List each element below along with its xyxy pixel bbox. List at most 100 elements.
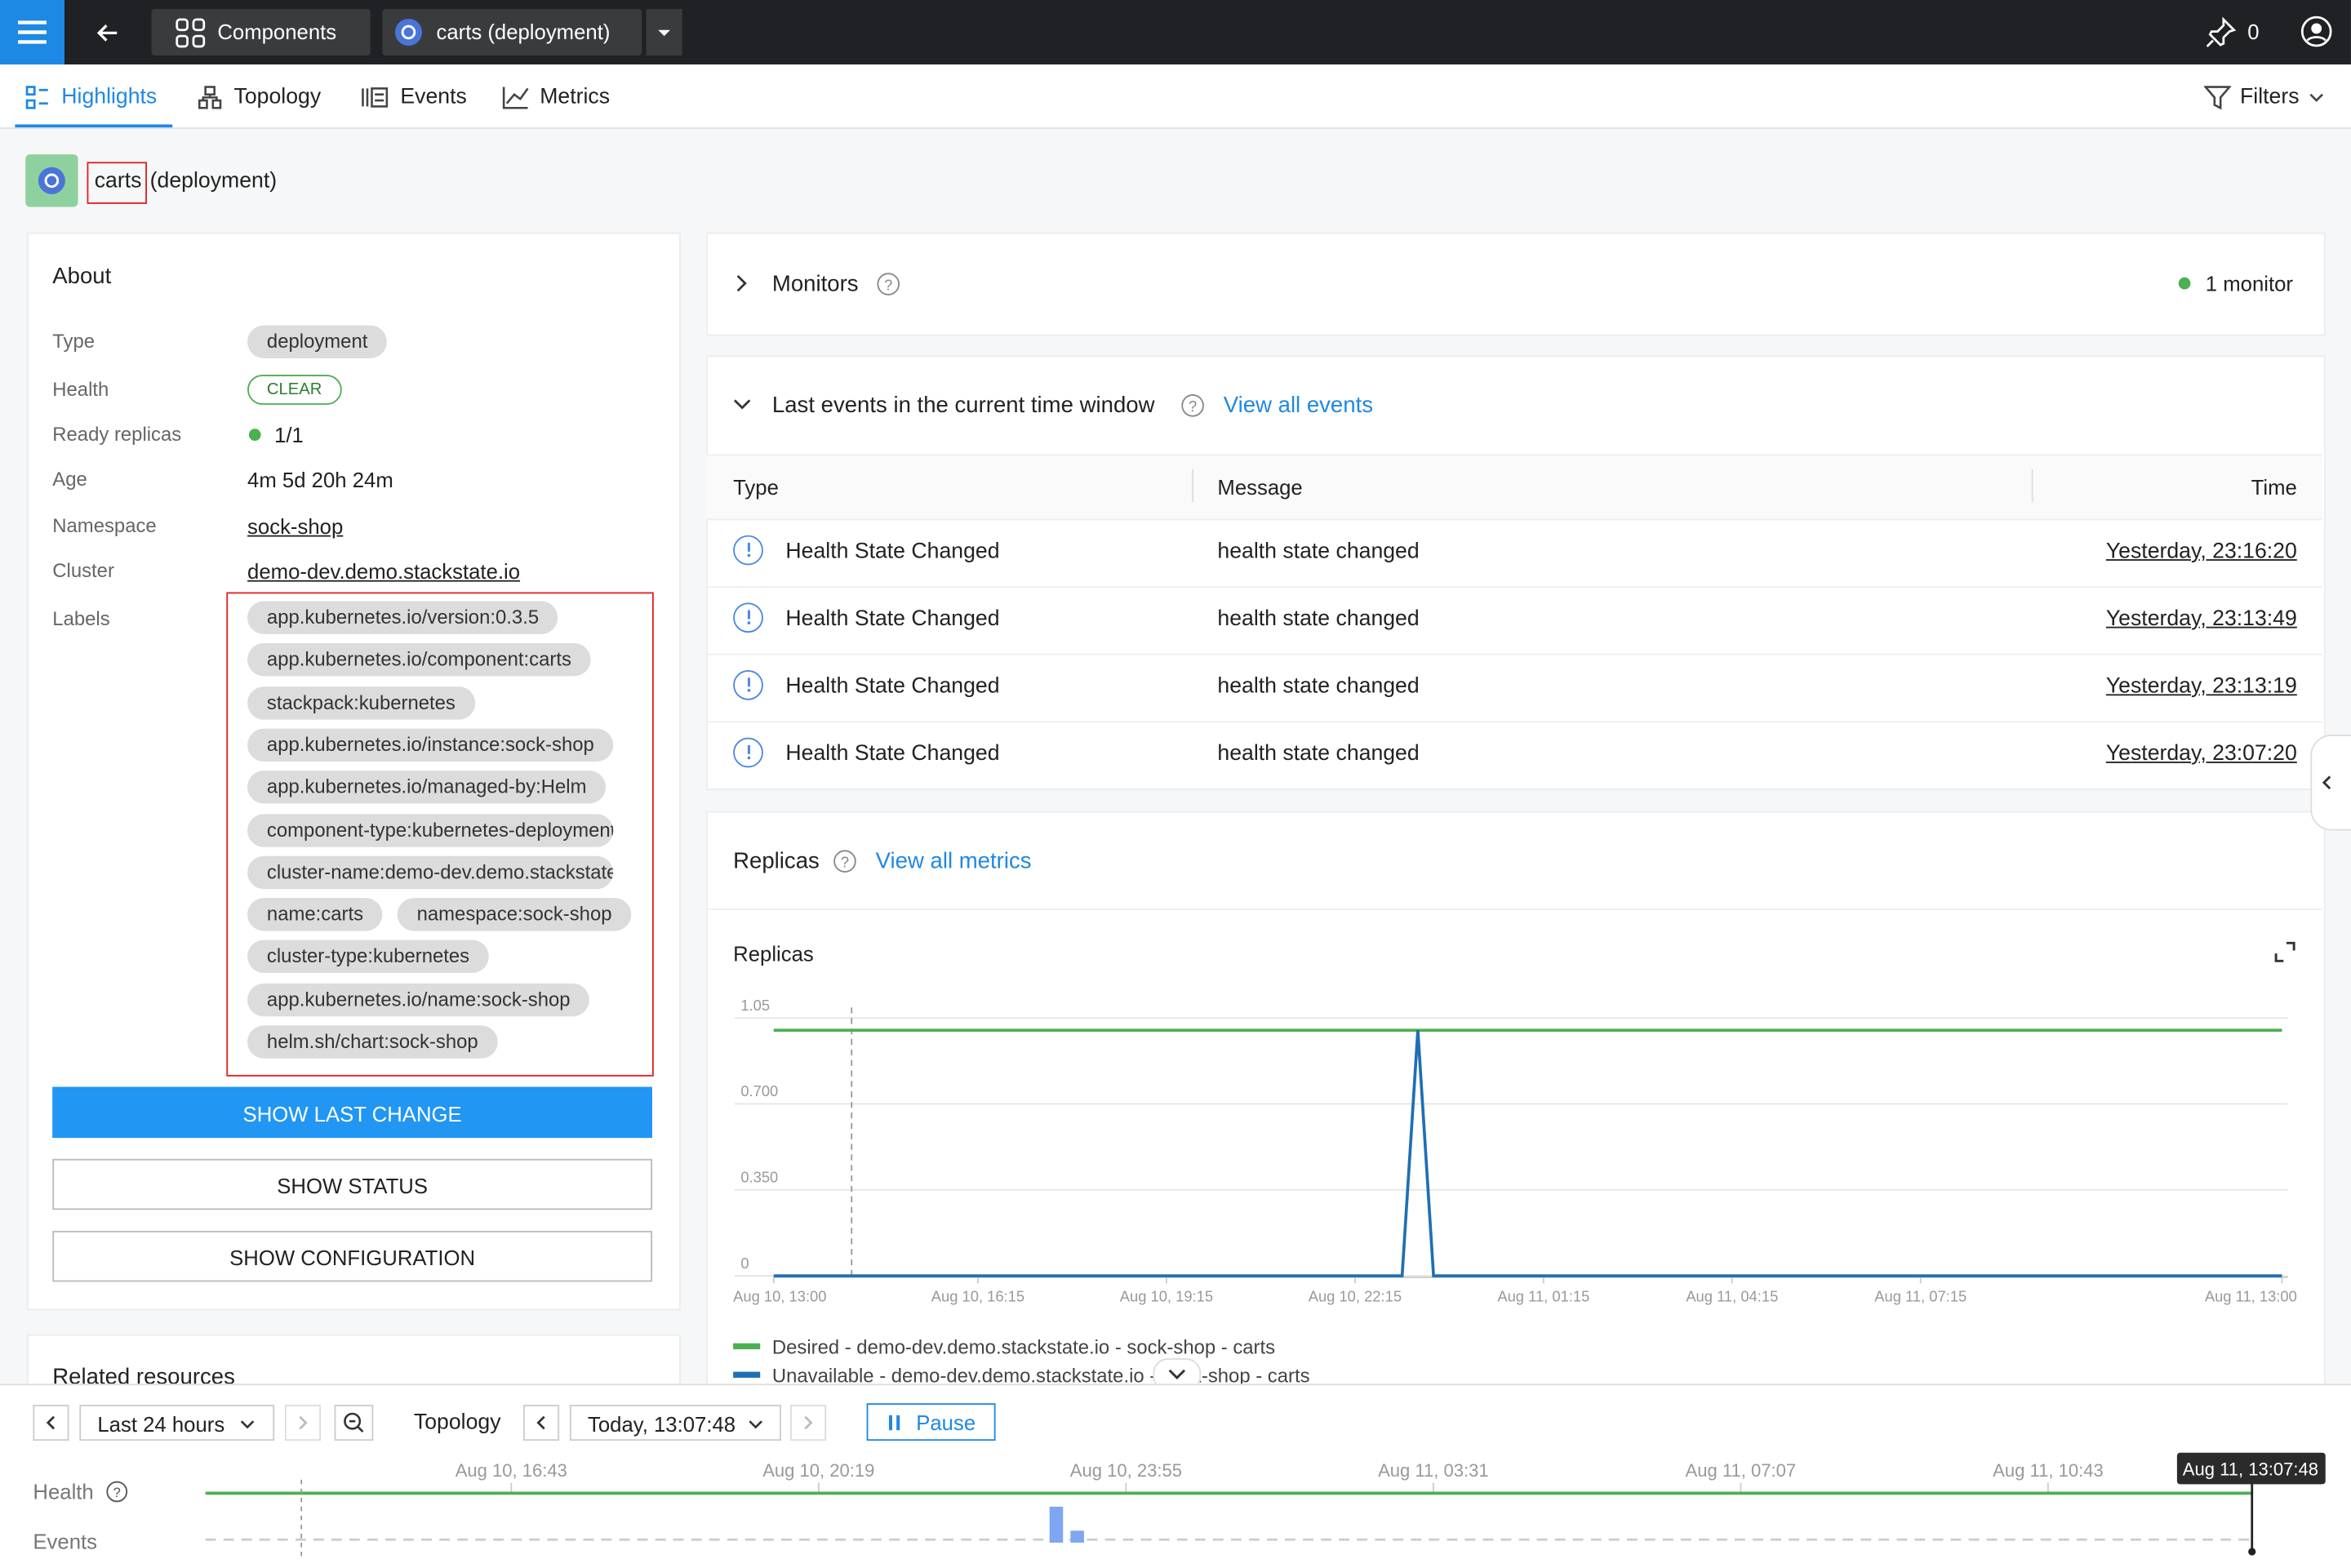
legend-swatch [733,1371,761,1378]
pin-icon[interactable] [2204,16,2237,49]
label-chip: cluster-name:demo-dev.demo.stackstate.io [247,855,614,889]
table-row [706,653,2323,722]
mode-label: Topology [413,1410,501,1435]
pause-text: Pause [916,1410,976,1435]
svg-text:?: ? [841,854,849,871]
timeline-track: Aug 11, 13:07:48 Aug 10, 16:43 Aug 10, 20… [205,1452,2326,1557]
event-icon [733,535,763,566]
chart-title: Replicas [733,941,814,966]
table-row [706,721,2323,789]
breadcrumb[interactable]: Components [151,9,371,56]
svg-text:?: ? [113,1485,121,1500]
cursor-dot [2248,1548,2256,1556]
tab[interactable]: Events [400,85,467,110]
field-chip: deployment [247,325,388,358]
tab-icon [198,86,222,109]
timeline-tick-label: Aug 10, 16:43 [456,1460,567,1481]
timeline-tick-label: Aug 10, 20:19 [762,1460,874,1481]
filters-button[interactable]: Filters [2240,85,2300,110]
dropdown-button[interactable] [646,9,682,56]
x-tick-label: Aug 10, 16:15 [931,1287,1024,1304]
label-chip: stackpack:kubernetes [247,686,475,719]
field-value[interactable]: demo-dev.demo.stackstate.io [247,559,521,584]
table-header [706,454,2323,521]
tab[interactable]: Topology [233,85,322,110]
next-button[interactable] [284,1404,322,1441]
event-bar [1070,1530,1084,1543]
event-time[interactable]: Yesterday, 23:07:20 [2105,742,2297,766]
help-icon[interactable]: ? [1180,393,1205,418]
link[interactable]: View all metrics [875,848,1032,874]
menu-button[interactable] [0,0,64,64]
button[interactable]: SHOW CONFIGURATION [52,1230,652,1282]
breadcrumb-text: carts (deployment) [436,19,611,44]
field-label: Health [52,377,109,401]
timeline-tick-label: Aug 11, 07:07 [1686,1460,1797,1481]
tab-bar [0,64,2351,129]
x-tick-label: Aug 10, 13:00 [733,1287,826,1304]
chevron[interactable] [731,396,753,414]
event-time[interactable]: Yesterday, 23:16:20 [2105,540,2297,564]
side-panel-toggle[interactable] [2310,734,2351,831]
column-divider [1192,469,1194,503]
previous-button[interactable] [33,1404,69,1441]
help-icon[interactable]: ? [105,1480,129,1504]
help-icon[interactable]: ? [876,271,901,296]
range-select[interactable]: Last 24 hours [79,1404,275,1441]
event-icon [733,602,763,633]
link[interactable]: View all events [1223,393,1374,419]
time-select[interactable]: Today, 13:07:48 [569,1404,781,1441]
expand-button[interactable] [2273,940,2296,964]
section-title: Last events in the current time window [771,393,1155,419]
status-dot [2178,277,2191,290]
legend-label: Unavailable - demo-dev.demo.stackstate.i… [772,1365,1310,1387]
back-button[interactable] [93,18,123,48]
x-tick-label: Aug 11, 04:15 [1686,1287,1778,1304]
field-value: 1/1 [274,422,304,447]
event-message: health state changed [1217,606,1420,632]
label-chip: helm.sh/chart:sock-shop [247,1025,498,1059]
button[interactable]: SHOW LAST CHANGE [52,1086,652,1139]
tab-icon [362,87,389,108]
cursor-label: Aug 11, 13:07:48 [2183,1459,2318,1479]
field-label: Ready replicas [52,422,182,446]
tab-icon [25,86,48,109]
help-icon[interactable]: ? [832,849,857,874]
y-tick-label: 0 [740,1255,749,1272]
chevron[interactable] [733,273,751,294]
event-time[interactable]: Yesterday, 23:13:49 [2105,606,2297,632]
breadcrumb-text: Components [217,19,337,44]
chevron [2309,93,2323,102]
range-text: Last 24 hours [97,1412,225,1437]
event-type: Health State Changed [785,674,1000,699]
filter-icon [2203,86,2232,110]
event-icon [733,737,763,768]
button[interactable]: SHOW STATUS [52,1158,652,1210]
event-message: health state changed [1217,540,1420,564]
tab[interactable]: Metrics [540,85,611,110]
event-type: Health State Changed [785,540,1000,564]
label-chip: component-type:kubernetes-deployment [247,813,614,846]
tab[interactable]: Highlights [61,85,158,110]
label-chip: app.kubernetes.io/component:carts [247,643,591,677]
event-time[interactable]: Yesterday, 23:13:19 [2105,674,2297,699]
monitors-card [706,232,2326,336]
active-tab-indicator [15,124,173,128]
label-chip: name:carts [247,898,383,931]
breadcrumb[interactable]: carts (deployment) [382,9,642,56]
next-button[interactable] [789,1404,827,1441]
previous-button[interactable] [523,1404,560,1441]
x-tick-label: Aug 11, 07:15 [1874,1287,1967,1304]
x-tick-label: Aug 11, 01:15 [1497,1287,1589,1304]
row-label: Events [33,1529,98,1553]
event-message: health state changed [1217,742,1420,766]
field-value: 4m 5d 20h 24m [247,468,393,492]
pause-button[interactable]: Pause [866,1403,996,1441]
event-type: Health State Changed [785,606,1000,632]
zoom-button[interactable] [334,1404,374,1441]
column-header: Time [2251,475,2297,500]
field-value[interactable]: sock-shop [247,513,344,539]
section-title: Monitors [771,271,859,297]
user-icon[interactable] [2300,15,2332,47]
